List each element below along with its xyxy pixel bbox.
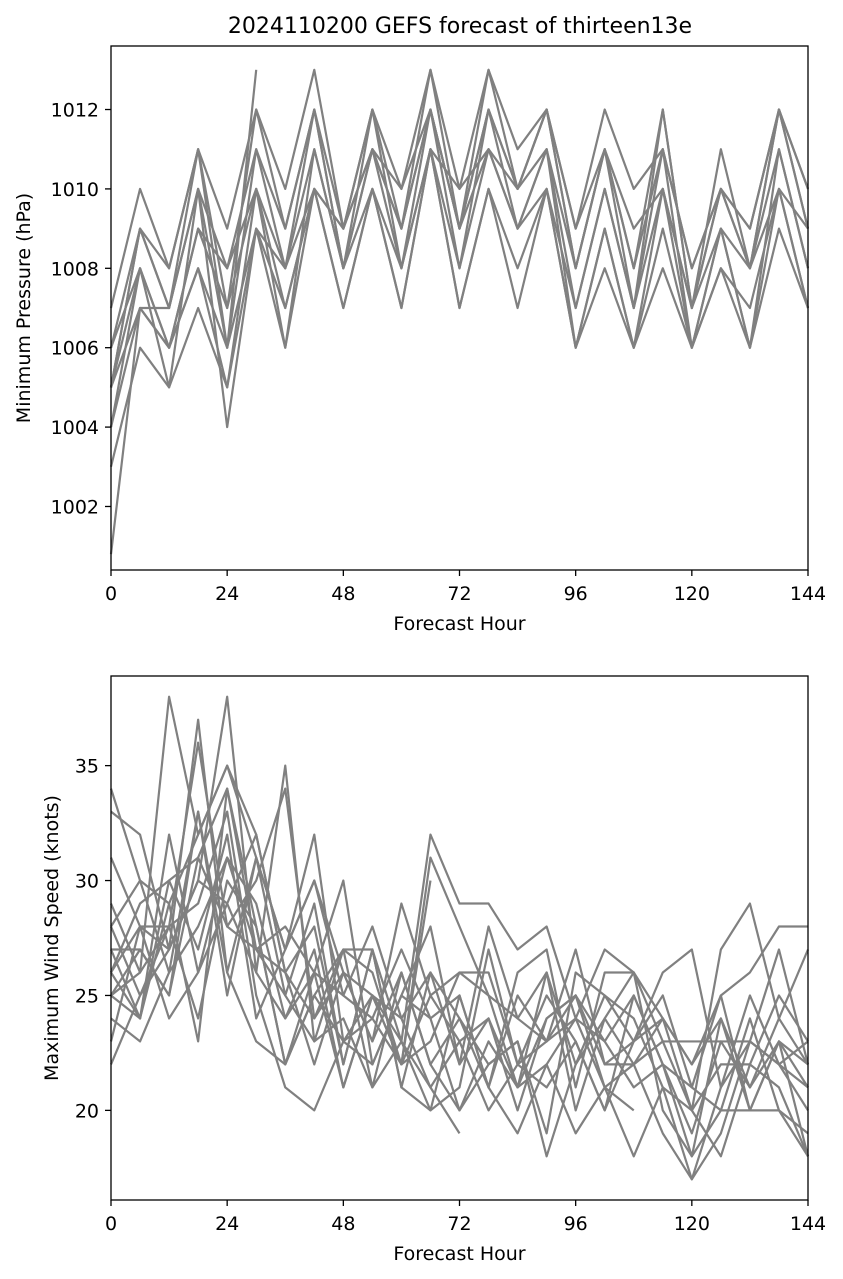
wind-series-group bbox=[109, 695, 810, 1181]
wind-member-line-17 bbox=[110, 787, 461, 1134]
pressure-member-line-10 bbox=[109, 148, 810, 389]
wind-x-tick-label: 48 bbox=[331, 1213, 355, 1235]
pressure-x-tick-label: 72 bbox=[447, 583, 471, 605]
wind-member-line-6 bbox=[111, 787, 809, 1135]
wind-member-line-12 bbox=[109, 856, 809, 1181]
wind-y-axis-label: Maximum Wind Speed (knots) bbox=[41, 795, 63, 1081]
wind-y-tick-label: 30 bbox=[75, 871, 99, 893]
pressure-series-group bbox=[109, 68, 810, 555]
pressure-y-tick-label: 1002 bbox=[51, 496, 99, 518]
pressure-x-tick-label: 144 bbox=[790, 583, 826, 605]
pressure-x-tick-label: 120 bbox=[674, 583, 710, 605]
wind-x-tick-label: 120 bbox=[674, 1213, 710, 1235]
wind-x-tick-label: 24 bbox=[215, 1213, 239, 1235]
pressure-y-axis-label: Minimum Pressure (hPa) bbox=[13, 193, 35, 423]
pressure-member-line-11 bbox=[109, 69, 258, 388]
pressure-member-line-7 bbox=[109, 108, 810, 388]
wind-member-line-5 bbox=[109, 695, 809, 1112]
pressure-y-tick-label: 1012 bbox=[51, 100, 99, 122]
wind-x-axis-label: Forecast Hour bbox=[393, 1243, 525, 1265]
pressure-y-tick-label: 1008 bbox=[51, 258, 99, 280]
pressure-y-tick-label: 1010 bbox=[51, 179, 99, 201]
pressure-x-tick-label: 96 bbox=[564, 583, 588, 605]
pressure-y-tick-label: 1004 bbox=[51, 417, 99, 439]
wind-y-tick-label: 25 bbox=[75, 985, 99, 1007]
pressure-x-tick-label: 48 bbox=[331, 583, 355, 605]
pressure-x-tick-label: 0 bbox=[105, 583, 117, 605]
wind-x-tick-label: 0 bbox=[105, 1213, 117, 1235]
wind-member-line-15 bbox=[109, 833, 635, 1112]
pressure-panel: 0 24 48 72 96 120 144 1002 1004 1006 1008 1010 1012 F… bbox=[13, 45, 826, 635]
wind-member-line-14 bbox=[110, 810, 809, 1135]
wind-y-tick-label: 35 bbox=[75, 756, 99, 778]
chart-title: 2024110200 GEFS forecast of thirteen13e bbox=[228, 14, 692, 39]
wind-member-line-13 bbox=[110, 764, 809, 1157]
wind-x-tick-label: 96 bbox=[564, 1213, 588, 1235]
wind-y-tick-label: 20 bbox=[75, 1100, 99, 1122]
wind-panel: 0 24 48 72 96 120 144 20 25 30 35 Forecast Hour Maxi… bbox=[41, 675, 826, 1265]
pressure-x-tick-label: 24 bbox=[215, 583, 239, 605]
pressure-x-axis-label: Forecast Hour bbox=[393, 613, 525, 635]
wind-x-tick-label: 144 bbox=[790, 1213, 826, 1235]
wind-x-tick-label: 72 bbox=[447, 1213, 471, 1235]
pressure-y-tick-label: 1006 bbox=[51, 338, 99, 360]
pressure-member-line-6 bbox=[109, 108, 809, 555]
